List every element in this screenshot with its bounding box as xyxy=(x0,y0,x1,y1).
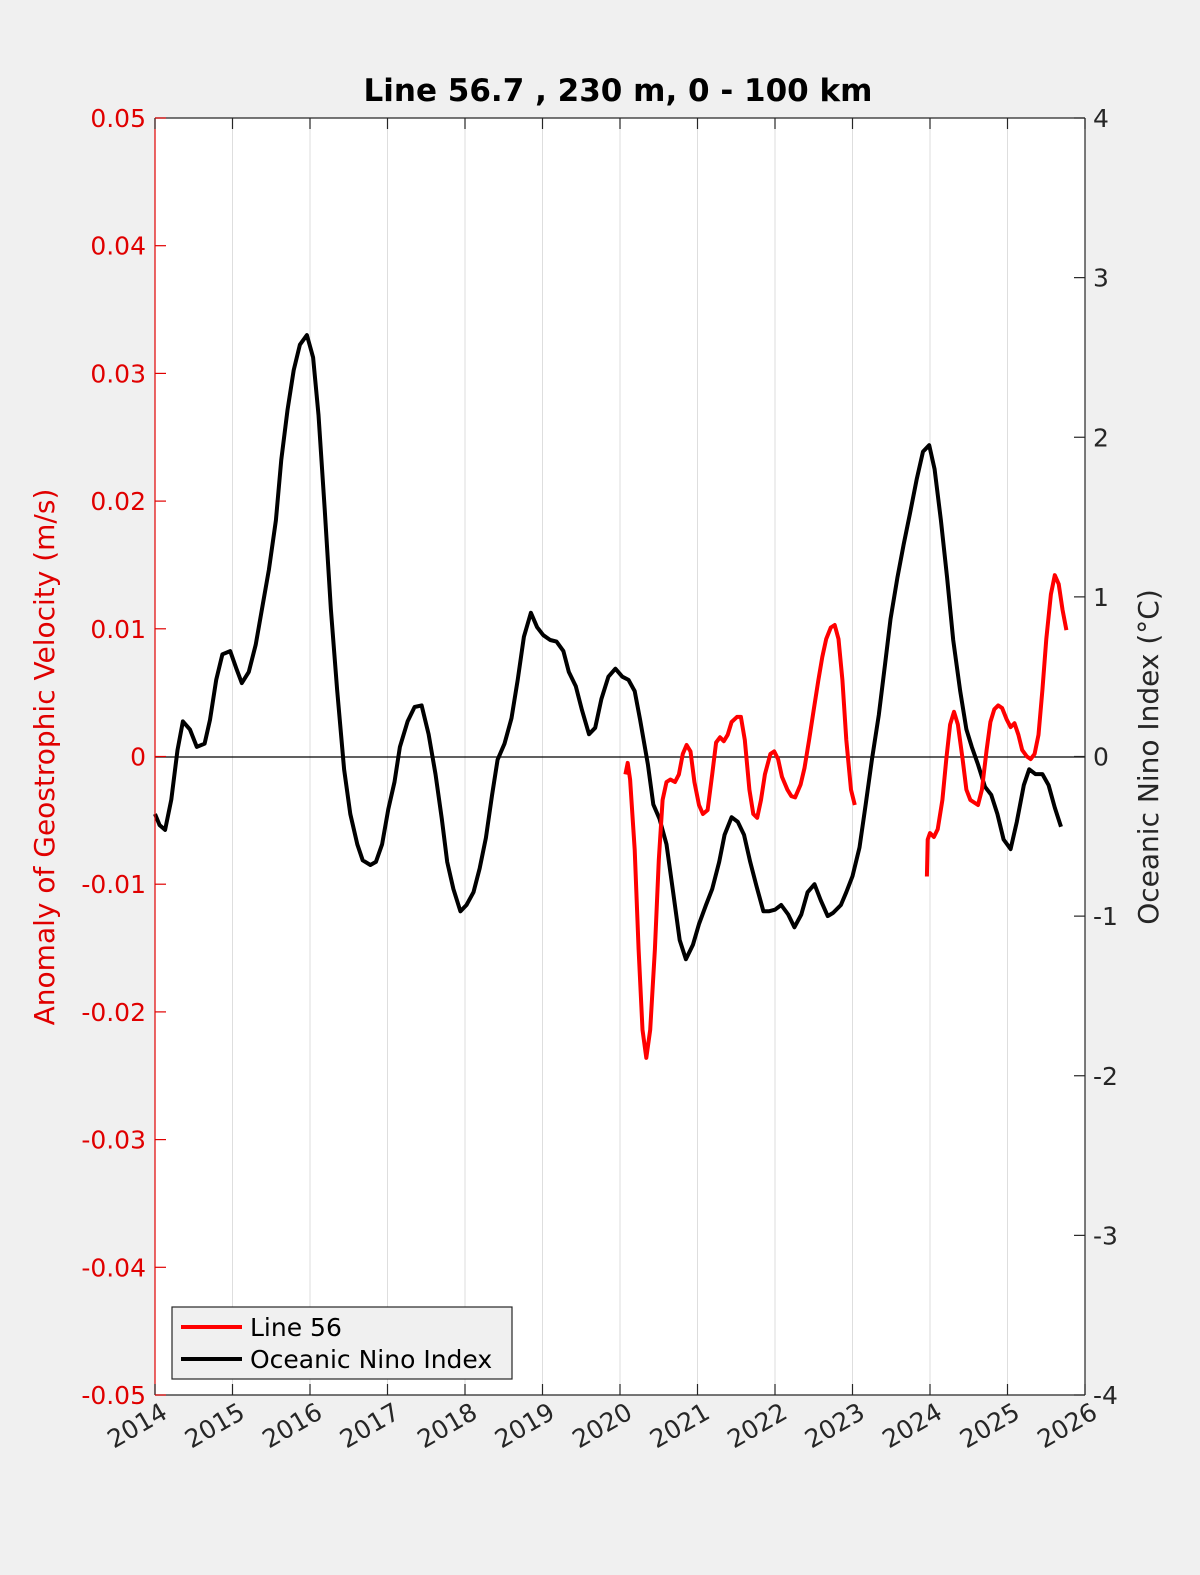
series-layer xyxy=(153,333,1069,1060)
right-y-tick-label: -3 xyxy=(1093,1221,1118,1250)
oni-line-segment xyxy=(153,333,1063,962)
right-y-axis-label: Oceanic Nino Index (°C) xyxy=(1132,589,1165,925)
right-y-tick-label: 0 xyxy=(1093,743,1109,772)
right-y-tick-label: 3 xyxy=(1093,264,1109,293)
left-y-tick-label: 0.01 xyxy=(90,615,146,644)
legend-box xyxy=(171,1306,513,1380)
left-y-tick-label: -0.03 xyxy=(81,1126,146,1155)
line-56-segment xyxy=(623,623,857,1060)
series-line-56 xyxy=(623,573,1069,1060)
right-y-tick-label: -4 xyxy=(1093,1381,1118,1410)
x-tick-label: 2019 xyxy=(490,1397,560,1454)
x-tick-label: 2022 xyxy=(722,1397,792,1454)
legend: Line 56 Oceanic Nino Index xyxy=(171,1306,513,1380)
left-y-tick-label: 0.04 xyxy=(90,232,146,261)
line-56-segment xyxy=(924,573,1069,877)
left-y-tick-label: -0.01 xyxy=(81,870,146,899)
legend-label-line-56: Line 56 xyxy=(250,1313,342,1342)
left-y-tick-label: 0.03 xyxy=(90,359,146,388)
x-tick-label: 2026 xyxy=(1032,1397,1102,1454)
right-y-tick-label: -2 xyxy=(1093,1062,1118,1091)
right-y-tick-label: 4 xyxy=(1093,104,1109,133)
chart-title: Line 56.7 , 230 m, 0 - 100 km xyxy=(364,73,873,109)
left-y-tick-label: 0 xyxy=(130,743,146,772)
left-y-tick-label: -0.02 xyxy=(81,998,146,1027)
x-tick-label: 2016 xyxy=(257,1397,327,1454)
legend-label-oni: Oceanic Nino Index xyxy=(250,1345,492,1374)
left-y-axis-label: Anomaly of Geostrophic Velocity (m/s) xyxy=(28,489,61,1026)
series-oceanic-nino-index xyxy=(153,333,1063,962)
x-tick-label: 2015 xyxy=(180,1397,250,1454)
x-tick-label: 2023 xyxy=(800,1397,870,1454)
x-tick-label: 2024 xyxy=(877,1397,947,1454)
x-tick-label: 2021 xyxy=(645,1397,715,1454)
x-tick-label: 2025 xyxy=(955,1397,1025,1454)
left-y-tick-label: 0.05 xyxy=(90,104,146,133)
x-tick-label: 2017 xyxy=(335,1397,405,1454)
right-y-tick-label: -1 xyxy=(1093,902,1118,931)
right-y-tick-label: 1 xyxy=(1093,583,1109,612)
left-y-tick-label: -0.05 xyxy=(81,1381,146,1410)
left-y-tick-label: 0.02 xyxy=(90,487,146,516)
left-y-tick-label: -0.04 xyxy=(81,1253,146,1282)
right-y-tick-label: 2 xyxy=(1093,423,1109,452)
x-tick-label: 2020 xyxy=(567,1397,637,1454)
x-tick-label: 2018 xyxy=(412,1397,482,1454)
